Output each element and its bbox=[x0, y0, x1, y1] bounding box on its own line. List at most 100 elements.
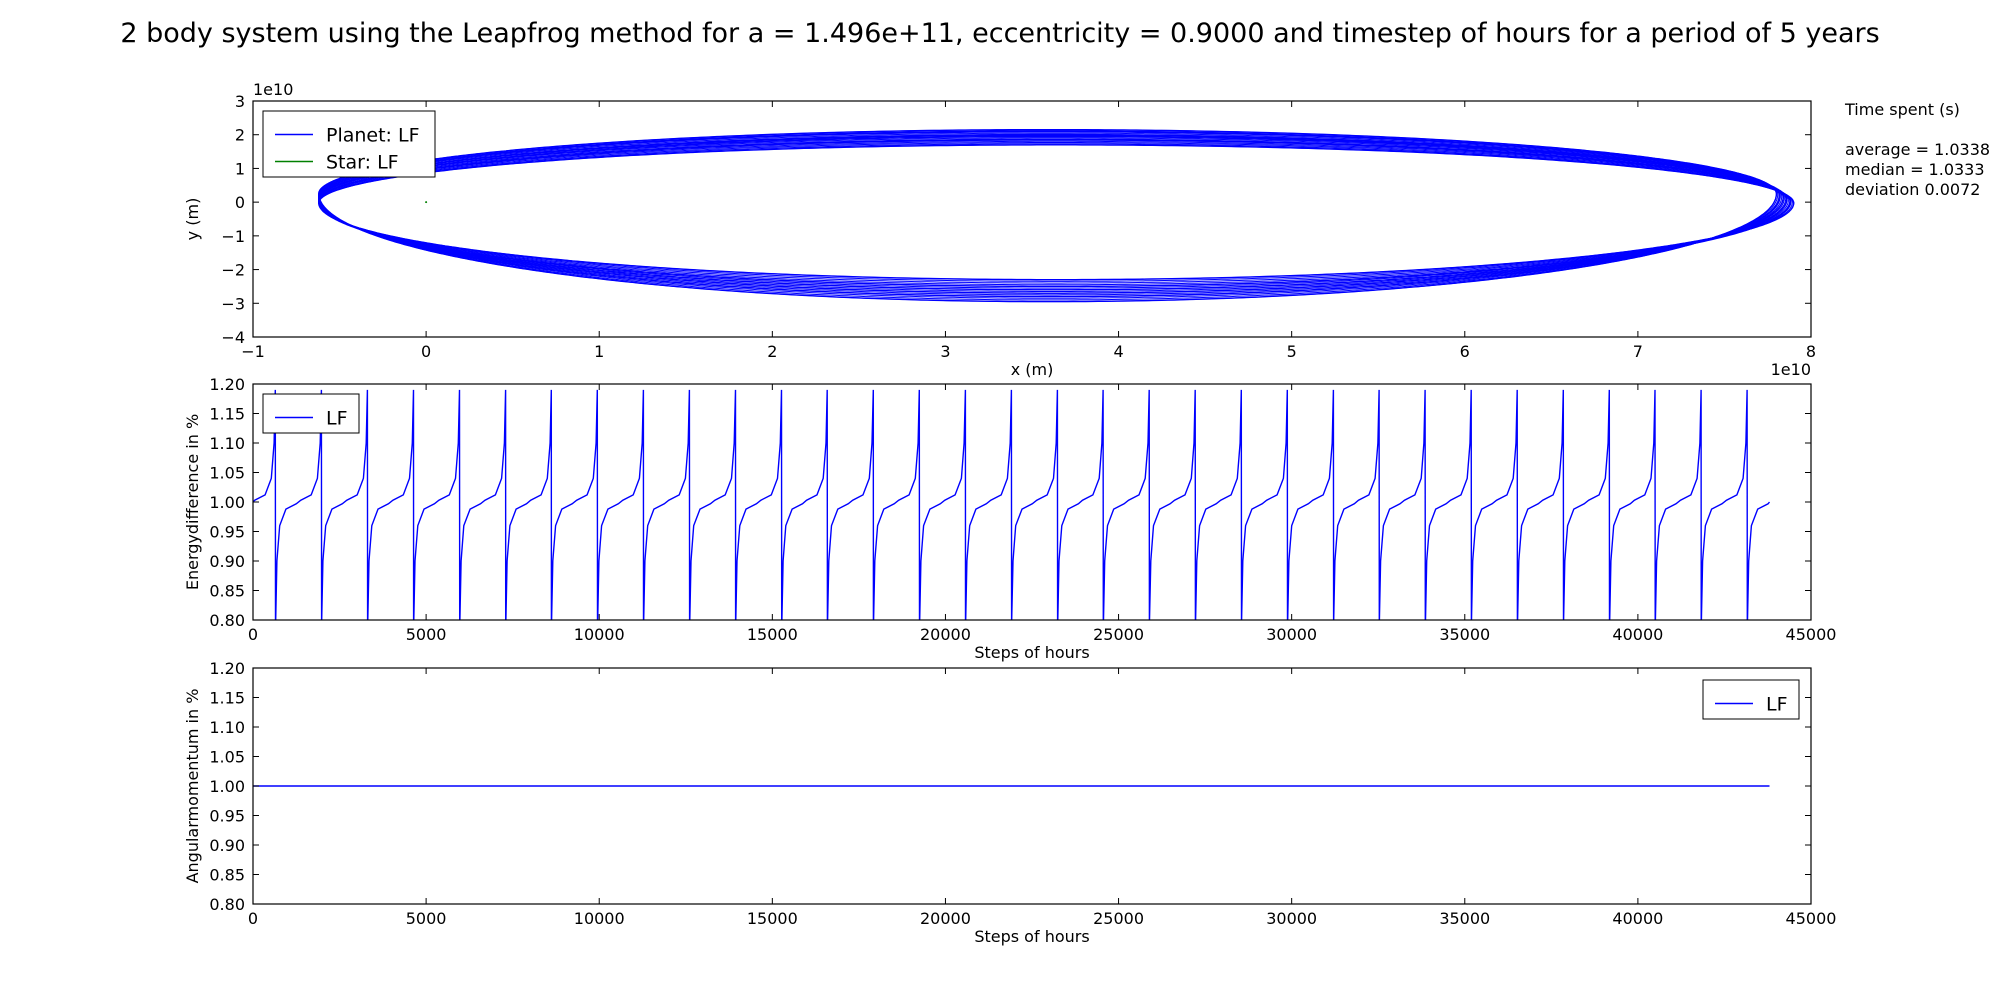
x-axis-label: x (m) bbox=[1011, 360, 1054, 379]
legend: LF bbox=[1702, 679, 1800, 720]
orbit-trace bbox=[318, 130, 1779, 301]
x-tick-label: 30000 bbox=[1266, 909, 1317, 928]
star-point bbox=[425, 201, 428, 204]
x-tick-label: 35000 bbox=[1439, 625, 1490, 644]
x-tick-label: 20000 bbox=[920, 909, 971, 928]
x-tick-label: 25000 bbox=[1093, 625, 1144, 644]
orbit-trace bbox=[318, 135, 1784, 294]
plot-area bbox=[253, 389, 1771, 620]
plot-area bbox=[318, 128, 1795, 303]
y-tick-label: 0.80 bbox=[209, 895, 245, 914]
y-tick-label: 1.00 bbox=[209, 777, 245, 796]
legend: LF bbox=[262, 393, 360, 434]
y-tick-label: −3 bbox=[221, 294, 245, 313]
y-tick-label: 1 bbox=[235, 159, 245, 178]
x-tick-label: 2 bbox=[767, 342, 777, 361]
y-tick-label: 1.10 bbox=[209, 434, 245, 453]
y-tick-label: −1 bbox=[221, 227, 245, 246]
legend-label: Star: LF bbox=[326, 152, 399, 174]
chart-panel-1: −1 0 1 2 3 4 5 6 7 8 −4 −3 −2 −1 0 1 2 3 x (m) y (m) 1e10 1e1… bbox=[183, 80, 1816, 379]
x-tick-label: −1 bbox=[241, 342, 265, 361]
time-spent-median: median = 1.0333 bbox=[1845, 160, 1985, 179]
time-spent-deviation: deviation 0.0072 bbox=[1845, 180, 1981, 199]
x-tick-label: 0 bbox=[248, 909, 258, 928]
legend-box bbox=[262, 393, 360, 434]
y-tick-label: 1.20 bbox=[209, 375, 245, 394]
x-tick-label: 10000 bbox=[574, 909, 625, 928]
x-tick-label: 7 bbox=[1633, 342, 1643, 361]
legend-label: Planet: LF bbox=[326, 125, 420, 147]
y-tick-label: 1.15 bbox=[209, 405, 245, 424]
orbit-trace bbox=[318, 136, 1785, 292]
x-tick-label: 20000 bbox=[920, 625, 971, 644]
y-axis-label: Energydifference in % bbox=[183, 414, 202, 590]
x-axis-label: Steps of hours bbox=[974, 643, 1089, 662]
y-tick-label: 1.00 bbox=[209, 493, 245, 512]
y-tick-label: −4 bbox=[221, 328, 245, 347]
energy-line bbox=[253, 389, 1771, 620]
y-tick-label: 0.90 bbox=[209, 552, 245, 571]
y-tick-label: 1.05 bbox=[209, 464, 245, 483]
x-tick-label: 10000 bbox=[574, 625, 625, 644]
legend-box bbox=[262, 110, 436, 178]
orbit-trace bbox=[318, 132, 1781, 297]
y-tick-label: 0.90 bbox=[209, 836, 245, 855]
y-axis-label: y (m) bbox=[183, 198, 202, 241]
x-tick-label: 5000 bbox=[406, 909, 447, 928]
y-tick-label: 1.05 bbox=[209, 748, 245, 767]
x-tick-label: 40000 bbox=[1612, 909, 1663, 928]
orbit-trace bbox=[318, 137, 1787, 291]
legend-box bbox=[1702, 679, 1800, 720]
orbit-trace bbox=[318, 133, 1783, 296]
x-tick-label: 1 bbox=[594, 342, 604, 361]
x-tick-label: 15000 bbox=[747, 625, 798, 644]
y-offset-label: 1e10 bbox=[253, 80, 293, 99]
y-tick-label: 1.15 bbox=[209, 689, 245, 708]
orbit-trace bbox=[318, 140, 1791, 286]
chart-panel-2: 0 5000 10000 15000 20000 25000 30000 35000 40000… bbox=[183, 375, 1836, 662]
x-tick-label: 30000 bbox=[1266, 625, 1317, 644]
x-tick-label: 8 bbox=[1806, 342, 1816, 361]
x-tick-label: 5000 bbox=[406, 625, 447, 644]
time-spent-spacer bbox=[1845, 120, 1990, 140]
y-tick-label: 0.80 bbox=[209, 611, 245, 630]
figure-title: 2 body system using the Leapfrog method … bbox=[120, 18, 1879, 49]
y-tick-label: 0.95 bbox=[209, 523, 245, 542]
y-tick-label: 1.20 bbox=[209, 659, 245, 678]
x-offset-label: 1e10 bbox=[1771, 360, 1811, 379]
y-tick-label: −2 bbox=[221, 261, 245, 280]
x-tick-label: 40000 bbox=[1612, 625, 1663, 644]
chart-panel-3: 0 5000 10000 15000 20000 25000 30000 35000 40000… bbox=[183, 659, 1836, 946]
x-tick-label: 45000 bbox=[1786, 625, 1837, 644]
x-tick-label: 3 bbox=[940, 342, 950, 361]
orbit-trace bbox=[318, 144, 1795, 281]
x-tick-label: 5 bbox=[1287, 342, 1297, 361]
x-axis-label: Steps of hours bbox=[974, 927, 1089, 946]
orbit-trace bbox=[318, 143, 1793, 282]
orbit-trace bbox=[318, 138, 1788, 289]
x-tick-label: 45000 bbox=[1786, 909, 1837, 928]
time-spent-panel: Time spent (s) average = 1.0338 median =… bbox=[1845, 100, 1990, 200]
y-tick-label: 1.10 bbox=[209, 718, 245, 737]
x-tick-label: 15000 bbox=[747, 909, 798, 928]
x-tick-label: 0 bbox=[248, 625, 258, 644]
y-tick-label: 2 bbox=[235, 126, 245, 145]
y-axis-label: Angularmomentum in % bbox=[183, 689, 202, 884]
x-tick-label: 4 bbox=[1113, 342, 1123, 361]
axes-frame bbox=[252, 383, 1812, 621]
x-tick-label: 35000 bbox=[1439, 909, 1490, 928]
x-tick-label: 25000 bbox=[1093, 909, 1144, 928]
y-tick-label: 3 bbox=[235, 92, 245, 111]
legend-label: LF bbox=[326, 408, 348, 430]
orbit-trace bbox=[318, 139, 1789, 287]
y-tick-label: 0.95 bbox=[209, 807, 245, 826]
legend-label: LF bbox=[1766, 694, 1788, 716]
legend: Planet: LF Star: LF bbox=[262, 110, 436, 178]
x-tick-label: 6 bbox=[1460, 342, 1470, 361]
axes-frame bbox=[252, 100, 1812, 338]
orbit-trace bbox=[318, 131, 1780, 299]
y-tick-label: 0.85 bbox=[209, 582, 245, 601]
orbit-trace bbox=[318, 129, 1777, 303]
time-spent-heading: Time spent (s) bbox=[1845, 100, 1960, 119]
